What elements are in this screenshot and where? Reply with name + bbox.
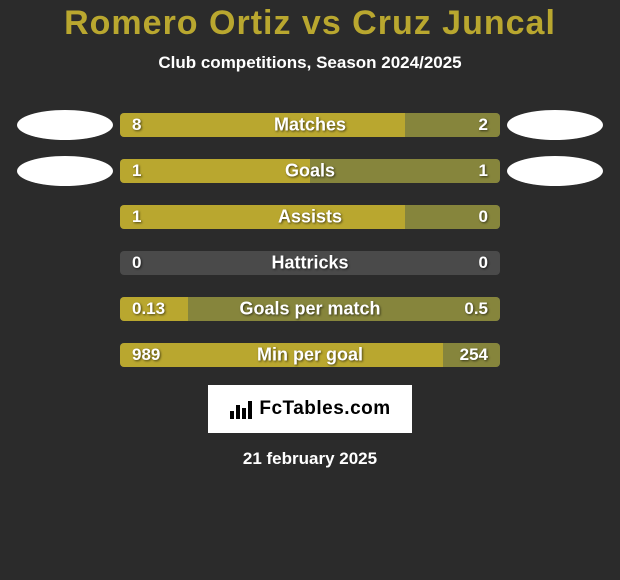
stat-row: 989 254 Min per goal <box>10 343 610 367</box>
stat-row: 0 0 Hattricks <box>10 251 610 275</box>
date-text: 21 february 2025 <box>0 449 620 469</box>
stat-value-left: 1 <box>132 207 141 227</box>
club-logo-right <box>507 156 603 186</box>
comparison-infographic: Romero Ortiz vs Cruz Juncal Club competi… <box>0 0 620 580</box>
stat-bar-left <box>120 113 405 137</box>
chart-bars-icon <box>229 399 253 419</box>
stat-value-right: 2 <box>479 115 488 135</box>
stat-bar: 8 2 Matches <box>120 113 500 137</box>
branding-text: FcTables.com <box>259 398 390 420</box>
stat-label: Matches <box>274 115 346 136</box>
stat-value-right: 0.5 <box>464 299 488 319</box>
stat-label: Assists <box>278 207 342 228</box>
stat-bar-right <box>310 159 500 183</box>
stat-bar: 1 0 Assists <box>120 205 500 229</box>
stat-label: Min per goal <box>257 345 363 366</box>
stat-value-left: 8 <box>132 115 141 135</box>
stat-value-left: 0.13 <box>132 299 165 319</box>
stat-bar-left <box>120 159 310 183</box>
stat-rows: 8 2 Matches 1 1 Goals 1 0 Assists 0 0 Hattricks 0.13… <box>0 113 620 367</box>
stat-value-right: 0 <box>479 253 488 273</box>
stat-bar: 0.13 0.5 Goals per match <box>120 297 500 321</box>
stat-bar-left <box>120 205 405 229</box>
club-logo-left <box>17 156 113 186</box>
club-logo-right-slot <box>500 110 610 140</box>
stat-bar: 1 1 Goals <box>120 159 500 183</box>
branding-box: FcTables.com <box>208 385 412 433</box>
club-logo-right-slot <box>500 156 610 186</box>
stat-value-left: 1 <box>132 161 141 181</box>
stat-label: Hattricks <box>271 253 348 274</box>
stat-label: Goals per match <box>239 299 380 320</box>
stat-value-right: 1 <box>479 161 488 181</box>
stat-value-right: 254 <box>460 345 488 365</box>
stat-row: 0.13 0.5 Goals per match <box>10 297 610 321</box>
stat-bar: 0 0 Hattricks <box>120 251 500 275</box>
subtitle: Club competitions, Season 2024/2025 <box>0 53 620 73</box>
stat-row: 1 1 Goals <box>10 159 610 183</box>
stat-row: 1 0 Assists <box>10 205 610 229</box>
club-logo-left-slot <box>10 110 120 140</box>
stat-row: 8 2 Matches <box>10 113 610 137</box>
page-title: Romero Ortiz vs Cruz Juncal <box>0 0 620 43</box>
stat-value-right: 0 <box>479 207 488 227</box>
stat-value-left: 989 <box>132 345 160 365</box>
club-logo-right <box>507 110 603 140</box>
stat-value-left: 0 <box>132 253 141 273</box>
club-logo-left <box>17 110 113 140</box>
stat-label: Goals <box>285 161 335 182</box>
club-logo-left-slot <box>10 156 120 186</box>
stat-bar: 989 254 Min per goal <box>120 343 500 367</box>
